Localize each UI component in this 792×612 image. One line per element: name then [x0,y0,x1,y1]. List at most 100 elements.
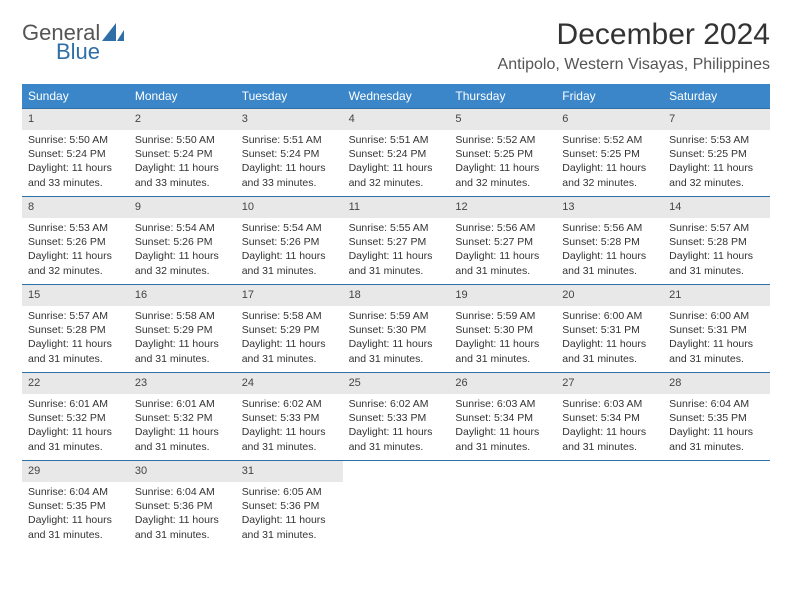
location-text: Antipolo, Western Visayas, Philippines [498,56,770,74]
sunset-text: Sunset: 5:25 PM [455,147,550,161]
day-cell: 31Sunrise: 6:05 AMSunset: 5:36 PMDayligh… [236,460,343,548]
page-header: General Blue December 2024 Antipolo, Wes… [22,18,770,74]
sunset-text: Sunset: 5:31 PM [562,323,657,337]
day-cell: 29Sunrise: 6:04 AMSunset: 5:35 PMDayligh… [22,460,129,548]
sunrise-text: Sunrise: 5:56 AM [562,221,657,235]
day-cell: 4Sunrise: 5:51 AMSunset: 5:24 PMDaylight… [343,108,450,196]
daylight-text: Daylight: 11 hours and 31 minutes. [349,249,444,277]
daylight-text: Daylight: 11 hours and 31 minutes. [349,337,444,365]
day-cell: 7Sunrise: 5:53 AMSunset: 5:25 PMDaylight… [663,108,770,196]
daylight-text: Daylight: 11 hours and 31 minutes. [562,249,657,277]
day-cell: 26Sunrise: 6:03 AMSunset: 5:34 PMDayligh… [449,372,556,460]
day-body: Sunrise: 5:55 AMSunset: 5:27 PMDaylight:… [343,218,450,284]
daylight-text: Daylight: 11 hours and 31 minutes. [242,337,337,365]
day-body: Sunrise: 6:00 AMSunset: 5:31 PMDaylight:… [556,306,663,372]
day-header: Wednesday [343,84,450,108]
day-body: Sunrise: 5:58 AMSunset: 5:29 PMDaylight:… [129,306,236,372]
daylight-text: Daylight: 11 hours and 32 minutes. [562,161,657,189]
daylight-text: Daylight: 11 hours and 31 minutes. [28,425,123,453]
sunset-text: Sunset: 5:28 PM [562,235,657,249]
sail-icon [102,23,124,45]
sunrise-text: Sunrise: 5:57 AM [669,221,764,235]
sunset-text: Sunset: 5:36 PM [135,499,230,513]
day-number: 5 [449,109,556,130]
day-header: Friday [556,84,663,108]
day-cell: 28Sunrise: 6:04 AMSunset: 5:35 PMDayligh… [663,372,770,460]
day-cell: 25Sunrise: 6:02 AMSunset: 5:33 PMDayligh… [343,372,450,460]
day-cell: 30Sunrise: 6:04 AMSunset: 5:36 PMDayligh… [129,460,236,548]
day-number: 30 [129,461,236,482]
day-body: Sunrise: 5:53 AMSunset: 5:25 PMDaylight:… [663,130,770,196]
sunrise-text: Sunrise: 5:53 AM [669,133,764,147]
sunset-text: Sunset: 5:25 PM [669,147,764,161]
day-body: Sunrise: 5:52 AMSunset: 5:25 PMDaylight:… [556,130,663,196]
day-cell: 27 Sunrise: 6:03 AMSunset: 5:34 PMDayligh… [556,372,663,460]
day-cell: 17Sunrise: 5:58 AMSunset: 5:29 PMDayligh… [236,284,343,372]
day-number: 17 [236,285,343,306]
day-number: 6 [556,109,663,130]
sunset-text: Sunset: 5:28 PM [28,323,123,337]
day-body: Sunrise: 6:04 AMSunset: 5:35 PMDaylight:… [663,394,770,460]
day-cell: 16Sunrise: 5:58 AMSunset: 5:29 PMDayligh… [129,284,236,372]
day-number: 9 [129,197,236,218]
day-cell: 15Sunrise: 5:57 AMSunset: 5:28 PMDayligh… [22,284,129,372]
day-cell: 13Sunrise: 5:56 AMSunset: 5:28 PMDayligh… [556,196,663,284]
day-cell: 23Sunrise: 6:01 AMSunset: 5:32 PMDayligh… [129,372,236,460]
sunset-text: Sunset: 5:34 PM [562,411,657,425]
sunrise-text: Sunrise: 6:00 AM [562,309,657,323]
day-body: Sunrise: 5:56 AMSunset: 5:27 PMDaylight:… [449,218,556,284]
day-number: 20 [556,285,663,306]
daylight-text: Daylight: 11 hours and 32 minutes. [669,161,764,189]
day-number: 10 [236,197,343,218]
day-number: 15 [22,285,129,306]
day-number: 22 [22,373,129,394]
sunrise-text: Sunrise: 6:03 AM [455,397,550,411]
daylight-text: Daylight: 11 hours and 33 minutes. [242,161,337,189]
day-cell: 11Sunrise: 5:55 AMSunset: 5:27 PMDayligh… [343,196,450,284]
daylight-text: Daylight: 11 hours and 32 minutes. [349,161,444,189]
day-number: 19 [449,285,556,306]
day-number: 27 [556,373,663,394]
day-number: 26 [449,373,556,394]
sunrise-text: Sunrise: 5:59 AM [349,309,444,323]
day-cell: 8Sunrise: 5:53 AMSunset: 5:26 PMDaylight… [22,196,129,284]
sunset-text: Sunset: 5:31 PM [669,323,764,337]
daylight-text: Daylight: 11 hours and 31 minutes. [135,513,230,541]
day-header: Sunday [22,84,129,108]
sunrise-text: Sunrise: 5:53 AM [28,221,123,235]
daylight-text: Daylight: 11 hours and 31 minutes. [455,425,550,453]
sunrise-text: Sunrise: 6:01 AM [28,397,123,411]
sunrise-text: Sunrise: 6:03 AM [562,397,657,411]
sunrise-text: Sunrise: 5:50 AM [28,133,123,147]
day-body: Sunrise: 6:03 AMSunset: 5:34 PMDaylight:… [449,394,556,460]
day-cell: 1Sunrise: 5:50 AMSunset: 5:24 PMDaylight… [22,108,129,196]
day-body: Sunrise: 6:01 AMSunset: 5:32 PMDaylight:… [129,394,236,460]
day-body: Sunrise: 5:52 AMSunset: 5:25 PMDaylight:… [449,130,556,196]
day-body: Sunrise: 5:53 AMSunset: 5:26 PMDaylight:… [22,218,129,284]
empty-cell [343,460,450,548]
day-cell: 6Sunrise: 5:52 AMSunset: 5:25 PMDaylight… [556,108,663,196]
day-number: 14 [663,197,770,218]
sunset-text: Sunset: 5:33 PM [242,411,337,425]
daylight-text: Daylight: 11 hours and 31 minutes. [562,425,657,453]
sunrise-text: Sunrise: 5:54 AM [135,221,230,235]
day-number: 23 [129,373,236,394]
sunrise-text: Sunrise: 5:58 AM [135,309,230,323]
day-number: 21 [663,285,770,306]
month-title: December 2024 [498,18,770,52]
day-number: 1 [22,109,129,130]
day-body: Sunrise: 6:02 AMSunset: 5:33 PMDaylight:… [343,394,450,460]
daylight-text: Daylight: 11 hours and 31 minutes. [135,337,230,365]
daylight-text: Daylight: 11 hours and 31 minutes. [669,425,764,453]
sunrise-text: Sunrise: 5:52 AM [455,133,550,147]
sunrise-text: Sunrise: 6:02 AM [242,397,337,411]
day-number: 28 [663,373,770,394]
day-number: 24 [236,373,343,394]
day-number: 2 [129,109,236,130]
sunrise-text: Sunrise: 6:01 AM [135,397,230,411]
sunset-text: Sunset: 5:29 PM [242,323,337,337]
daylight-text: Daylight: 11 hours and 31 minutes. [242,425,337,453]
day-number: 3 [236,109,343,130]
daylight-text: Daylight: 11 hours and 33 minutes. [135,161,230,189]
sunrise-text: Sunrise: 5:51 AM [349,133,444,147]
